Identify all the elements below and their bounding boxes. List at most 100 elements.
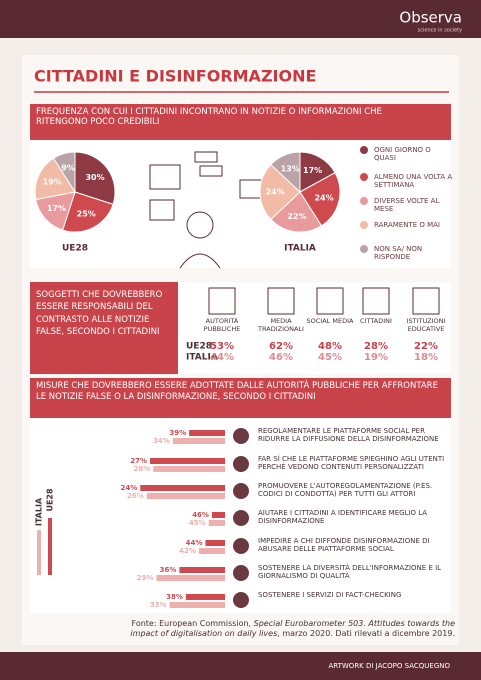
bar-label: 39%: [169, 429, 186, 437]
legend-label: OGNI GIORNO O QUASI: [374, 146, 431, 163]
source-prefix: Fonte: European Commission,: [131, 619, 254, 628]
bar-label: 24%: [120, 484, 137, 492]
legend-label: ALMENO UNA VOLTA A SETTIMANA: [374, 173, 453, 190]
column-header: ISTITUZIONI EDUCATIVE: [406, 317, 446, 333]
credit: ARTWORK DI JACOPO SACQUEGNO: [328, 662, 450, 670]
cell: 53%: [210, 341, 234, 352]
section2-heading: SOGGETTI CHE DOVREBBERO ESSERE RESPONSAB…: [36, 290, 163, 337]
cell: 48%: [318, 341, 342, 352]
cell: 28%: [364, 341, 388, 352]
tagline: science in society: [418, 28, 462, 34]
section1-band: [30, 104, 451, 140]
cell: 45%: [318, 352, 342, 363]
measure-label: REGOLAMENTARE LE PIATTAFORME SOCIAL PER …: [258, 427, 439, 444]
pie-slice: [270, 151, 301, 194]
measure-icon: [233, 456, 249, 472]
measure-label: IMPEDIRE A CHI DIFFONDE DISINFORMAZIONE …: [258, 537, 430, 554]
legend-label: DIVERSE VOLTE AL MESE: [374, 197, 440, 214]
bar-label: 45%: [189, 519, 206, 527]
cell: 19%: [364, 352, 388, 363]
pie-slice: [299, 172, 341, 227]
cell: 46%: [269, 352, 293, 363]
cell: 44%: [210, 352, 234, 363]
legend-dot: [360, 173, 368, 181]
legend-label: ITALIA: [35, 497, 44, 526]
bar: [179, 567, 225, 573]
bar-label: 29%: [137, 574, 154, 582]
bar-label: 28%: [134, 465, 151, 473]
bar-label: 27%: [130, 457, 147, 465]
pie-title: ITALIA: [284, 244, 316, 254]
measure-label: SOSTENERE LA DIVERSITÀ DELL'INFORMAZIONE…: [258, 564, 442, 581]
measure-icon: [233, 483, 249, 499]
top-bar: [0, 0, 481, 38]
bar-label: 46%: [192, 511, 209, 519]
legend-label: UE28: [46, 488, 55, 512]
cell: 18%: [414, 352, 438, 363]
bar-label: 42%: [179, 547, 196, 555]
slice-label: 17%: [47, 204, 66, 213]
pie-slice: [299, 151, 336, 193]
cell: 22%: [414, 341, 438, 352]
measure-label: SOSTENERE I SERVIZI DI FACT-CHECKING: [258, 591, 402, 599]
measure-icon: [233, 510, 249, 526]
column-header: MEDIA TRADIZIONALI: [258, 317, 304, 333]
illustration: [149, 151, 263, 269]
measure-label: PROMUOVERE L'AUTOREGOLAMENTAZIONE (P.ES.…: [258, 482, 433, 499]
bar: [150, 458, 225, 464]
bar: [146, 493, 225, 499]
column-icon: [412, 287, 440, 315]
row-label: ITALIA: [186, 353, 218, 363]
slice-label: 25%: [77, 210, 96, 219]
bar-label: 34%: [153, 437, 170, 445]
pie-slice: [259, 163, 301, 221]
measure-icon: [233, 565, 249, 581]
measure-label: FAR SÌ CHE LE PIATTAFORME SPIEGHINO AGLI…: [258, 455, 445, 472]
bar: [140, 485, 225, 491]
pie-slice: [35, 191, 76, 231]
bar: [172, 438, 225, 444]
row-label: UE28: [186, 342, 212, 352]
pie-title: UE28: [62, 244, 88, 254]
cell: 62%: [269, 341, 293, 352]
pie-slice: [74, 151, 116, 205]
slice-label: 22%: [287, 212, 306, 221]
column-header: SOCIAL MEDIA: [306, 317, 354, 325]
bar-label: 33%: [150, 601, 167, 609]
measure-icon: [233, 428, 249, 444]
bar-label: 26%: [127, 492, 144, 500]
pie-slice: [270, 191, 323, 233]
slice-label: 9%: [61, 164, 75, 173]
bar-label: 44%: [186, 539, 203, 547]
column-icon: [316, 287, 344, 315]
slice-label: 24%: [266, 188, 285, 197]
section1-heading: FREQUENZA CON CUI I CITTADINI INCONTRANO…: [36, 107, 382, 128]
source-suffix: , marzo 2020. Dati rilevati a dicembre 2…: [277, 628, 455, 638]
slice-label: 13%: [281, 165, 300, 174]
legend-dot: [360, 245, 368, 253]
column-header: AUTORITÀ PUBBLICHE: [203, 317, 241, 333]
measure-icon: [233, 538, 249, 554]
bar: [205, 540, 225, 546]
source-title: Special Eurobarometer 503. Attitudes tow…: [130, 619, 455, 638]
bar: [198, 548, 225, 554]
bar-label: 36%: [160, 566, 177, 574]
legend-dot: [360, 221, 368, 229]
legend-dot: [360, 197, 368, 205]
pie-slice: [62, 191, 114, 233]
measure-icon: [233, 592, 249, 608]
legend-label: RARAMENTE O MAI: [374, 221, 440, 229]
title: CITTADINI E DISINFORMAZIONE: [34, 67, 316, 86]
section3-band: [30, 378, 451, 418]
bar: [169, 602, 225, 608]
column-header: CITTADINI: [360, 317, 392, 325]
pie-slice: [52, 151, 76, 194]
column-icon: [208, 287, 236, 315]
slice-label: 17%: [303, 166, 322, 175]
measure-label: AIUTARE I CITTADINI A IDENTIFICARE MEGLI…: [258, 509, 428, 526]
source: Fonte: European Commission, Special Euro…: [110, 619, 455, 638]
bar: [185, 594, 225, 600]
bar: [153, 466, 225, 472]
